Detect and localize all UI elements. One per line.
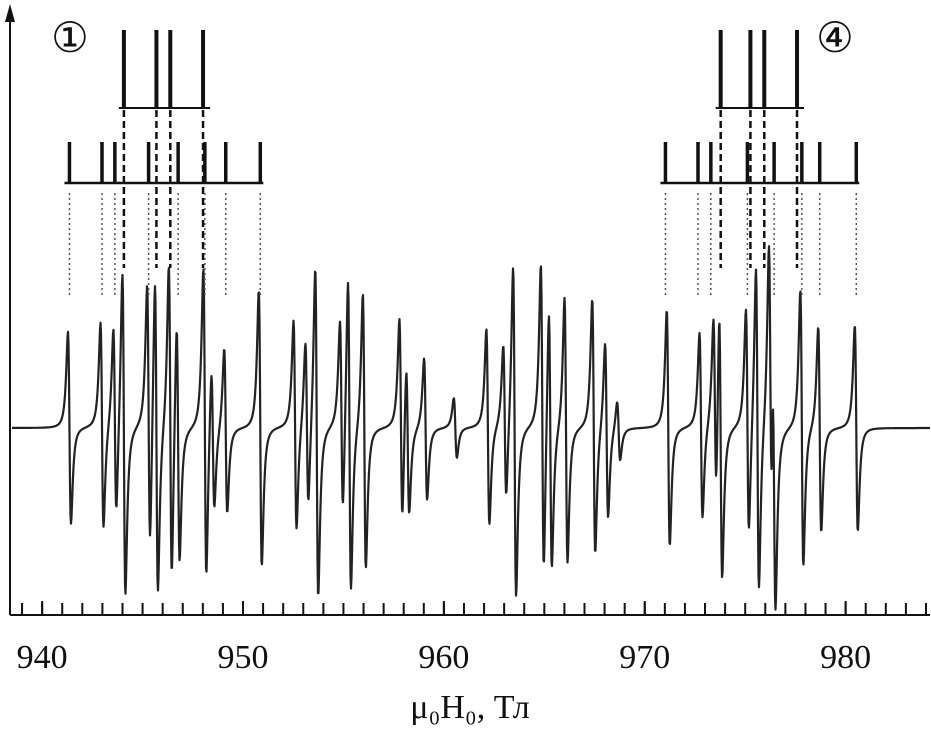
x-axis-label: μ₀H₀, Тл [410, 689, 530, 726]
x-tick-label: 950 [218, 639, 269, 676]
group-label: ④ [816, 16, 854, 62]
spectrum-line [11, 245, 931, 611]
x-tick-label: 970 [619, 639, 670, 676]
x-tick-label: 960 [418, 639, 469, 676]
x-tick-label: 940 [17, 639, 68, 676]
group-label: ① [51, 16, 89, 62]
x-tick-label: 980 [820, 639, 871, 676]
y-axis-arrow [5, 4, 15, 22]
